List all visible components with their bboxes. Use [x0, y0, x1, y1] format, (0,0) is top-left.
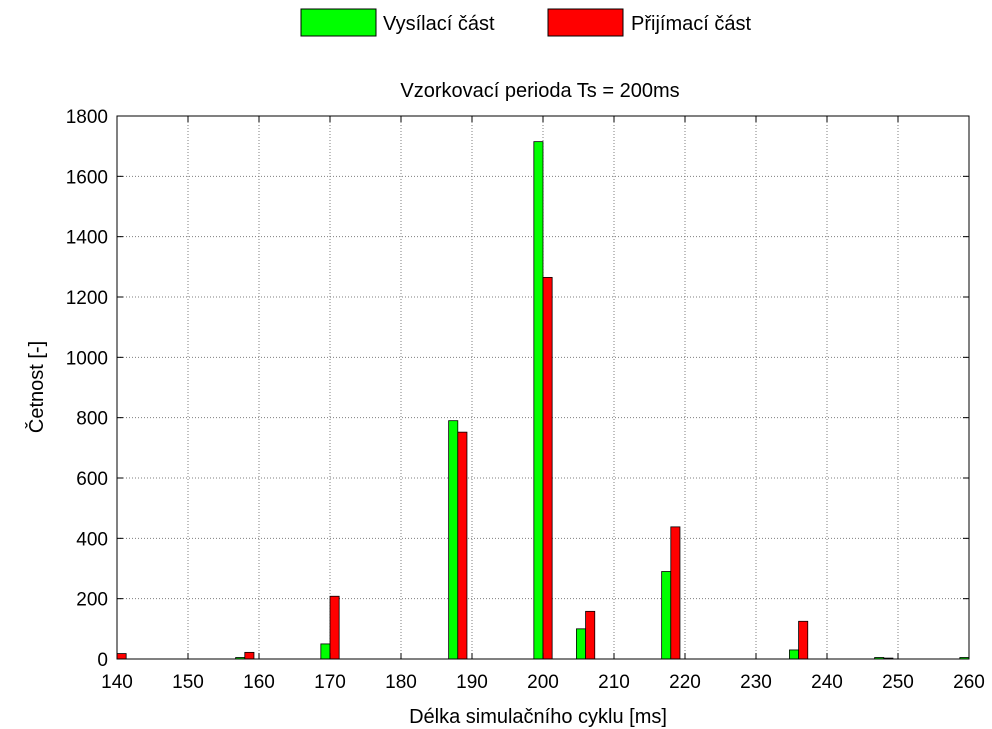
legend-label-vysilaci: Vysílací část: [383, 13, 495, 35]
y-tick-label: 400: [76, 529, 108, 550]
bar-vysilaci: [576, 628, 586, 660]
x-tick-label: 210: [598, 672, 630, 693]
x-tick-label: 160: [243, 672, 275, 693]
chart-title: Vzorkovací perioda Ts = 200ms: [400, 80, 679, 102]
x-tick-label: 250: [882, 672, 914, 693]
bar-vysilaci: [448, 420, 459, 660]
y-tick-label: 0: [97, 650, 108, 671]
x-tick-label: 240: [811, 672, 843, 693]
bar-prijimaci: [670, 526, 681, 660]
plot-area: [116, 115, 970, 660]
bar-vysilaci: [320, 643, 331, 660]
legend-swatch-vysilaci: [300, 8, 377, 37]
bar-prijimaci: [457, 431, 468, 660]
bar-prijimaci: [116, 653, 127, 660]
x-tick-label: 150: [172, 672, 204, 693]
y-axis-label: Četnost [-]: [25, 341, 48, 433]
x-axis-label: Délka simulačního cyklu [ms]: [409, 706, 667, 728]
y-tick-label: 1800: [66, 107, 108, 128]
y-tick-label: 1400: [66, 228, 108, 249]
x-tick-label: 230: [740, 672, 772, 693]
x-tick-label: 180: [385, 672, 417, 693]
x-tick-label: 170: [314, 672, 346, 693]
bar-vysilaci: [533, 141, 544, 660]
x-tick-label: 220: [669, 672, 701, 693]
y-tick-label: 1200: [66, 288, 108, 309]
legend-label-prijimaci: Přijímací část: [631, 13, 751, 35]
bar-prijimaci: [798, 620, 809, 660]
x-tick-label: 190: [456, 672, 488, 693]
bar-prijimaci: [329, 595, 340, 660]
bar-prijimaci: [244, 651, 255, 660]
x-tick-label: 140: [101, 672, 133, 693]
x-tick-labels: 140 150 160 170 180 190 200 210 220 230 240 250 260: [101, 672, 985, 693]
bar-vysilaci: [789, 649, 799, 660]
y-tick-label: 1600: [66, 167, 108, 188]
y-tick-label: 1000: [66, 348, 108, 369]
legend: Vysílací část Přijímací část: [300, 8, 751, 37]
x-tick-label: 200: [527, 672, 559, 693]
y-tick-labels: 0 200 400 600 800 1000 1200 1400 1600 1800: [66, 107, 108, 671]
legend-swatch-prijimaci: [547, 8, 624, 37]
bars: [116, 141, 970, 660]
bar-prijimaci: [542, 276, 553, 660]
y-tick-label: 600: [76, 469, 108, 490]
x-tick-label: 260: [953, 672, 985, 693]
bar-prijimaci: [585, 610, 596, 660]
y-tick-label: 200: [76, 590, 108, 611]
y-tick-label: 800: [76, 409, 108, 430]
bar-vysilaci: [661, 571, 672, 660]
